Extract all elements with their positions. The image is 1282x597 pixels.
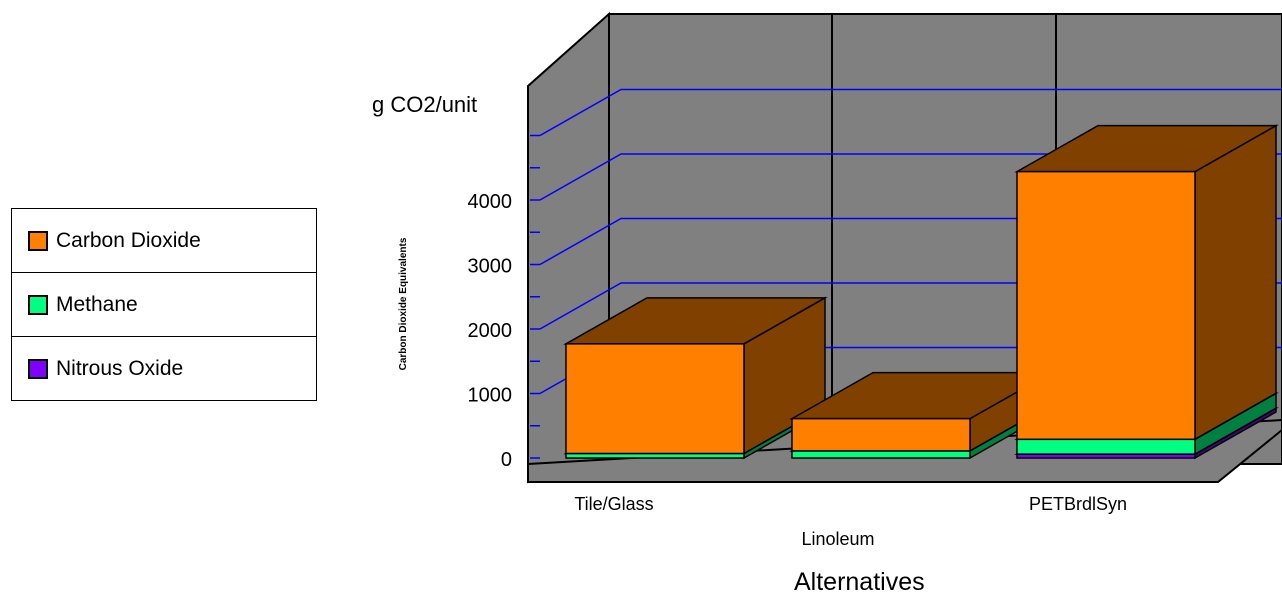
legend-item-nitrous-oxide: Nitrous Oxide: [12, 337, 316, 401]
x-tick-label: Linoleum: [801, 529, 874, 549]
legend-swatch-methane: [28, 294, 48, 315]
legend-label: Nitrous Oxide: [56, 357, 184, 380]
legend: Carbon Dioxide Methane Nitrous Oxide: [11, 208, 317, 401]
x-tick-label: PETBrdlSyn: [1029, 494, 1127, 514]
y-tick-label: 3000: [468, 256, 513, 278]
bar-front: [1016, 438, 1196, 455]
bar-front: [791, 450, 971, 459]
y-tick-label: 4000: [468, 191, 513, 213]
y-tick-label: 1000: [468, 385, 513, 407]
legend-label: Carbon Dioxide: [56, 228, 201, 252]
gridline: [539, 88, 1282, 137]
x-axis-title: Alternatives: [794, 568, 925, 596]
legend-swatch-nitrous-oxide: [28, 359, 48, 379]
y-tick-label: 0: [501, 449, 512, 471]
bar-front: [791, 417, 971, 452]
bar-segment: [1014, 124, 1279, 441]
legend-item-methane: Methane: [12, 273, 316, 337]
bar-front: [1016, 170, 1196, 441]
legend-label: Methane: [56, 292, 138, 316]
x-tick-label: Tile/Glass: [574, 494, 653, 514]
legend-item-carbon-dioxide: Carbon Dioxide: [12, 209, 316, 273]
y-axis-title: Carbon Dioxide Equivalents: [398, 237, 409, 371]
bar-side: [1194, 124, 1277, 441]
bar-segment: [563, 296, 828, 455]
legend-swatch-carbon-dioxide: [28, 230, 48, 251]
y-tick-label: 2000: [468, 320, 513, 342]
bar-front: [565, 343, 745, 455]
unit-label: g CO2/unit: [372, 92, 478, 117]
